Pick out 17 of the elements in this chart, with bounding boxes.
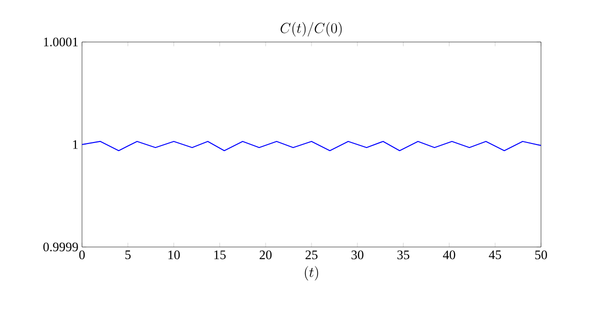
- x-tick-label: 20: [260, 250, 272, 260]
- y-tick-label: 1.0001: [44, 38, 78, 46]
- x-tick-label: 35: [397, 250, 410, 260]
- y-tick-label: 0.9999: [43, 242, 78, 252]
- y-tick-label: 1: [73, 140, 78, 149]
- x-tick-label: 50: [535, 250, 547, 260]
- x-tick-label: 25: [306, 250, 318, 260]
- x-tick-label: 15: [214, 250, 226, 260]
- line-series: [82, 140, 541, 152]
- x-tick-label: 10: [168, 250, 180, 260]
- x-tick-label: 30: [352, 250, 364, 260]
- x-axis-title: $(t)$: [304, 266, 318, 280]
- x-tick-label: 45: [488, 250, 502, 260]
- x-tick-label: 0: [79, 250, 85, 260]
- x-tick-label: 5: [125, 250, 131, 260]
- chart-title: $C(t)/C(0)$: [280, 22, 342, 36]
- x-tick-label: 40: [442, 250, 456, 260]
